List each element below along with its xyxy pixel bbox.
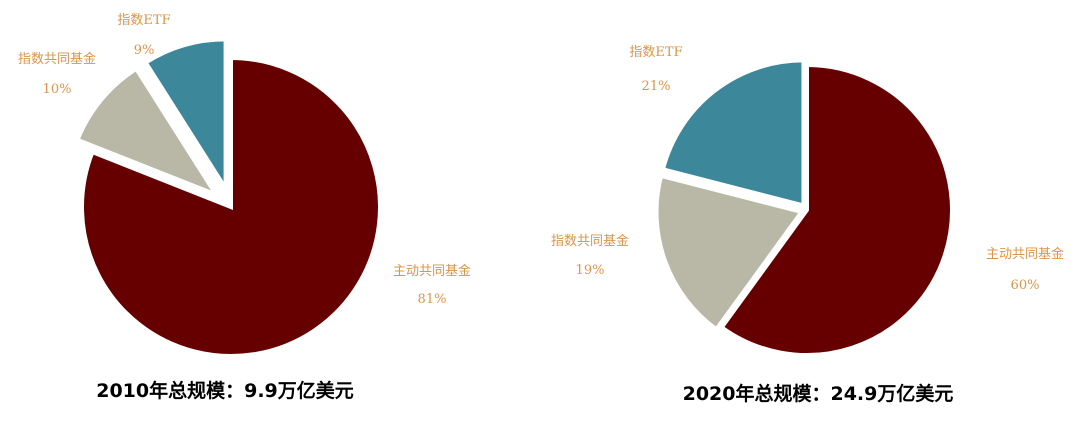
slice-name-index-etf-2020: 指数ETF <box>629 45 682 60</box>
pie-slice-index-fund-2010 <box>74 66 222 199</box>
pie-slice-index-fund-2020 <box>654 173 805 333</box>
slice-name-index-fund-2020: 指数共同基金 <box>551 233 629 249</box>
slice-name-active-fund-2020: 主动共同基金 <box>986 246 1064 262</box>
slice-pct-index-etf-2020: 21% <box>642 79 671 94</box>
slice-pct-index-fund-2020: 19% <box>576 263 605 278</box>
slice-name-index-etf-2010: 指数ETF <box>117 13 170 28</box>
pie-slice-index-etf-2010 <box>142 37 228 196</box>
slice-pct-index-fund-2010: 10% <box>43 82 72 97</box>
slice-name-index-fund-2010: 指数共同基金 <box>18 51 96 67</box>
chart-title-2020: 2020年总规模：24.9万亿美元 <box>683 382 954 405</box>
chart-title-2010: 2010年总规模：9.9万亿美元 <box>96 379 354 402</box>
slice-pct-active-fund-2020: 60% <box>1011 278 1040 293</box>
slice-pct-active-fund-2010: 81% <box>418 292 447 307</box>
pie-chart-2010: 2010年总规模：9.9万亿美元 主动共同基金 81% 指数共同基金 10% 指… <box>18 13 471 402</box>
pie-chart-2020: 2020年总规模：24.9万亿美元 主动共同基金 60% 指数共同基金 19% … <box>551 45 1064 405</box>
slice-name-active-fund-2010: 主动共同基金 <box>393 263 471 279</box>
pie-slice-active-fund-2020 <box>718 62 954 357</box>
pie-2010-slices <box>74 37 382 358</box>
pie-slice-index-etf-2020 <box>660 58 806 208</box>
pie-slice-active-fund-2010 <box>80 55 382 358</box>
slice-pct-index-etf-2010: 9% <box>134 43 155 58</box>
pie-2020-slices <box>654 58 954 357</box>
